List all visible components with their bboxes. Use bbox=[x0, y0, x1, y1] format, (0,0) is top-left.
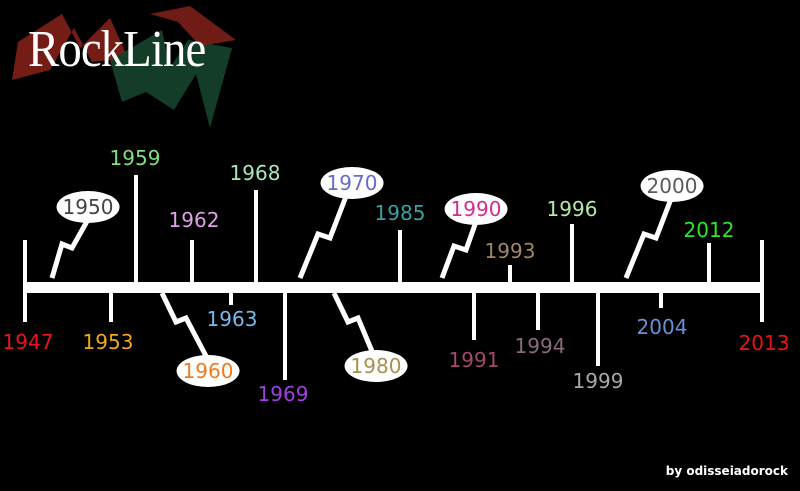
event-2000-bubble: 2000 bbox=[640, 170, 704, 202]
event-1991-tick bbox=[472, 292, 476, 340]
logo-red-bolt-2 bbox=[150, 6, 236, 46]
event-1990-bolt bbox=[439, 215, 481, 279]
event-1960-bolt bbox=[159, 291, 209, 358]
event-1947-label: 1947 bbox=[2, 330, 54, 354]
event-1950-bubble: 1950 bbox=[56, 191, 120, 223]
event-2012-label: 2012 bbox=[683, 218, 735, 242]
event-1993-label: 1993 bbox=[484, 239, 536, 263]
event-1963-label: 1963 bbox=[206, 307, 258, 331]
event-1996-tick bbox=[570, 224, 574, 282]
event-1969-label: 1969 bbox=[257, 382, 309, 406]
event-2000-bolt bbox=[623, 185, 679, 279]
event-2004-tick bbox=[659, 292, 663, 308]
event-1960-bubble: 1960 bbox=[176, 355, 240, 387]
logo-green-bolt bbox=[110, 30, 232, 128]
event-1950-bolt bbox=[49, 214, 93, 279]
event-1990-bubble: 1990 bbox=[444, 193, 508, 225]
event-1980-bolt bbox=[331, 291, 377, 357]
event-1999-label: 1999 bbox=[572, 369, 624, 393]
event-1959-label: 1959 bbox=[109, 146, 161, 170]
event-1993-tick bbox=[508, 265, 512, 282]
logo-red-bolt bbox=[12, 14, 128, 80]
event-1963-tick bbox=[229, 292, 233, 305]
timeline-axis bbox=[24, 282, 764, 293]
event-1953-label: 1953 bbox=[82, 330, 134, 354]
event-1959-tick bbox=[134, 175, 138, 282]
logo-lightning-decoration bbox=[12, 6, 236, 128]
event-1970-bubble: 1970 bbox=[320, 167, 384, 199]
event-1962-tick bbox=[190, 240, 194, 282]
event-1980-bubble: 1980 bbox=[344, 350, 408, 382]
event-2012-tick bbox=[707, 243, 711, 282]
event-2013-tick bbox=[760, 240, 764, 322]
event-2013-label: 2013 bbox=[738, 331, 790, 355]
event-1970-bolt bbox=[297, 185, 353, 279]
event-1953-tick bbox=[109, 292, 113, 322]
event-1985-tick bbox=[398, 230, 402, 282]
event-1994-label: 1994 bbox=[514, 334, 566, 358]
event-1991-label: 1991 bbox=[448, 348, 500, 372]
event-1962-label: 1962 bbox=[168, 208, 220, 232]
event-1985-label: 1985 bbox=[374, 201, 426, 225]
credit-text: by odisseiadorock bbox=[665, 464, 788, 478]
event-1968-tick bbox=[254, 190, 258, 282]
page-title: RockLine bbox=[28, 21, 206, 78]
event-1999-tick bbox=[596, 292, 600, 366]
event-1968-label: 1968 bbox=[229, 161, 281, 185]
event-1994-tick bbox=[536, 292, 540, 330]
event-1969-tick bbox=[283, 292, 287, 380]
event-1947-tick bbox=[23, 240, 27, 322]
event-1996-label: 1996 bbox=[546, 197, 598, 221]
event-2004-label: 2004 bbox=[636, 315, 688, 339]
